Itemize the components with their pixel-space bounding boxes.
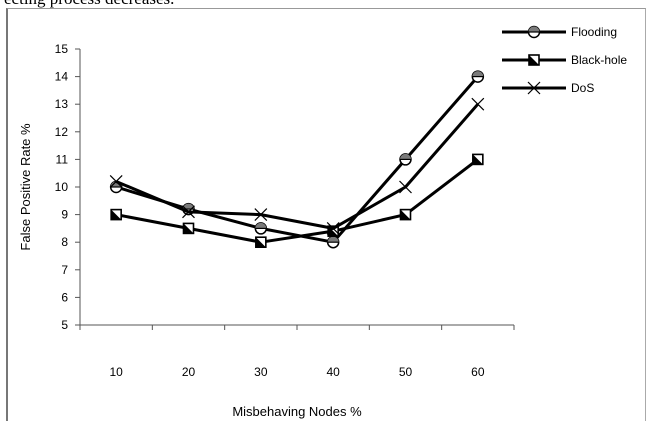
data-point-flooding [254, 222, 268, 235]
data-point-flooding [399, 153, 412, 166]
y-tick-label: 10 [55, 180, 69, 194]
x-tick-label: 40 [326, 365, 340, 379]
data-point-dos [254, 208, 268, 222]
legend-item-dos: DoS [502, 81, 594, 95]
data-point-flooding [471, 70, 485, 83]
chart-frame [6, 8, 646, 421]
x-tick-label: 60 [471, 365, 485, 379]
x-tick-label: 20 [182, 365, 196, 379]
data-point-dos [326, 221, 340, 235]
chart-axes: 5 6 7 8 9 10 11 12 13 14 15 10 20 30 40 50 60 [55, 42, 515, 379]
data-point-dos [399, 180, 412, 194]
legend-marker [527, 81, 541, 95]
data-point-black-hole [110, 208, 122, 221]
y-tick-label: 12 [55, 125, 69, 139]
x-tick-label: 50 [399, 365, 413, 379]
chart-legend: Flooding Black-hole DoS [502, 25, 627, 95]
x-tick-label: 10 [109, 365, 123, 379]
caption-text: ecting process decreases. [4, 0, 174, 9]
y-tick-label: 5 [61, 318, 68, 332]
data-point-flooding [326, 235, 340, 249]
legend-marker [527, 25, 541, 39]
legend-label: Flooding [571, 25, 617, 39]
y-tick-label: 14 [55, 70, 69, 84]
y-tick-label: 8 [61, 235, 68, 249]
legend-marker [528, 54, 540, 66]
data-point-black-hole [472, 153, 484, 166]
y-tick-label: 7 [61, 263, 68, 277]
data-point-dos [109, 175, 123, 188]
x-tick-label: 30 [254, 365, 268, 379]
y-tick-label: 9 [61, 208, 68, 222]
data-point-dos [471, 97, 485, 111]
data-point-black-hole [255, 236, 267, 248]
series-line-black-hole [115, 158, 479, 244]
data-point-black-hole [182, 222, 195, 235]
legend-item-black-hole: Black-hole [502, 53, 627, 67]
y-tick-label: 15 [55, 42, 69, 56]
y-tick-label: 11 [56, 152, 69, 166]
data-point-dos [182, 205, 195, 219]
data-point-black-hole [399, 208, 412, 221]
legend-label: DoS [571, 81, 594, 95]
chart-series [109, 70, 485, 249]
y-tick-label: 6 [61, 290, 68, 304]
series-line-flooding [115, 75, 479, 244]
series-line-dos [115, 103, 479, 230]
y-tick-label: 13 [55, 97, 69, 111]
legend-item-flooding: Flooding [502, 25, 617, 39]
y-axis-title: False Positive Rate % [18, 123, 33, 251]
legend-label: Black-hole [571, 53, 627, 67]
x-axis-title: Misbehaving Nodes % [232, 404, 362, 419]
